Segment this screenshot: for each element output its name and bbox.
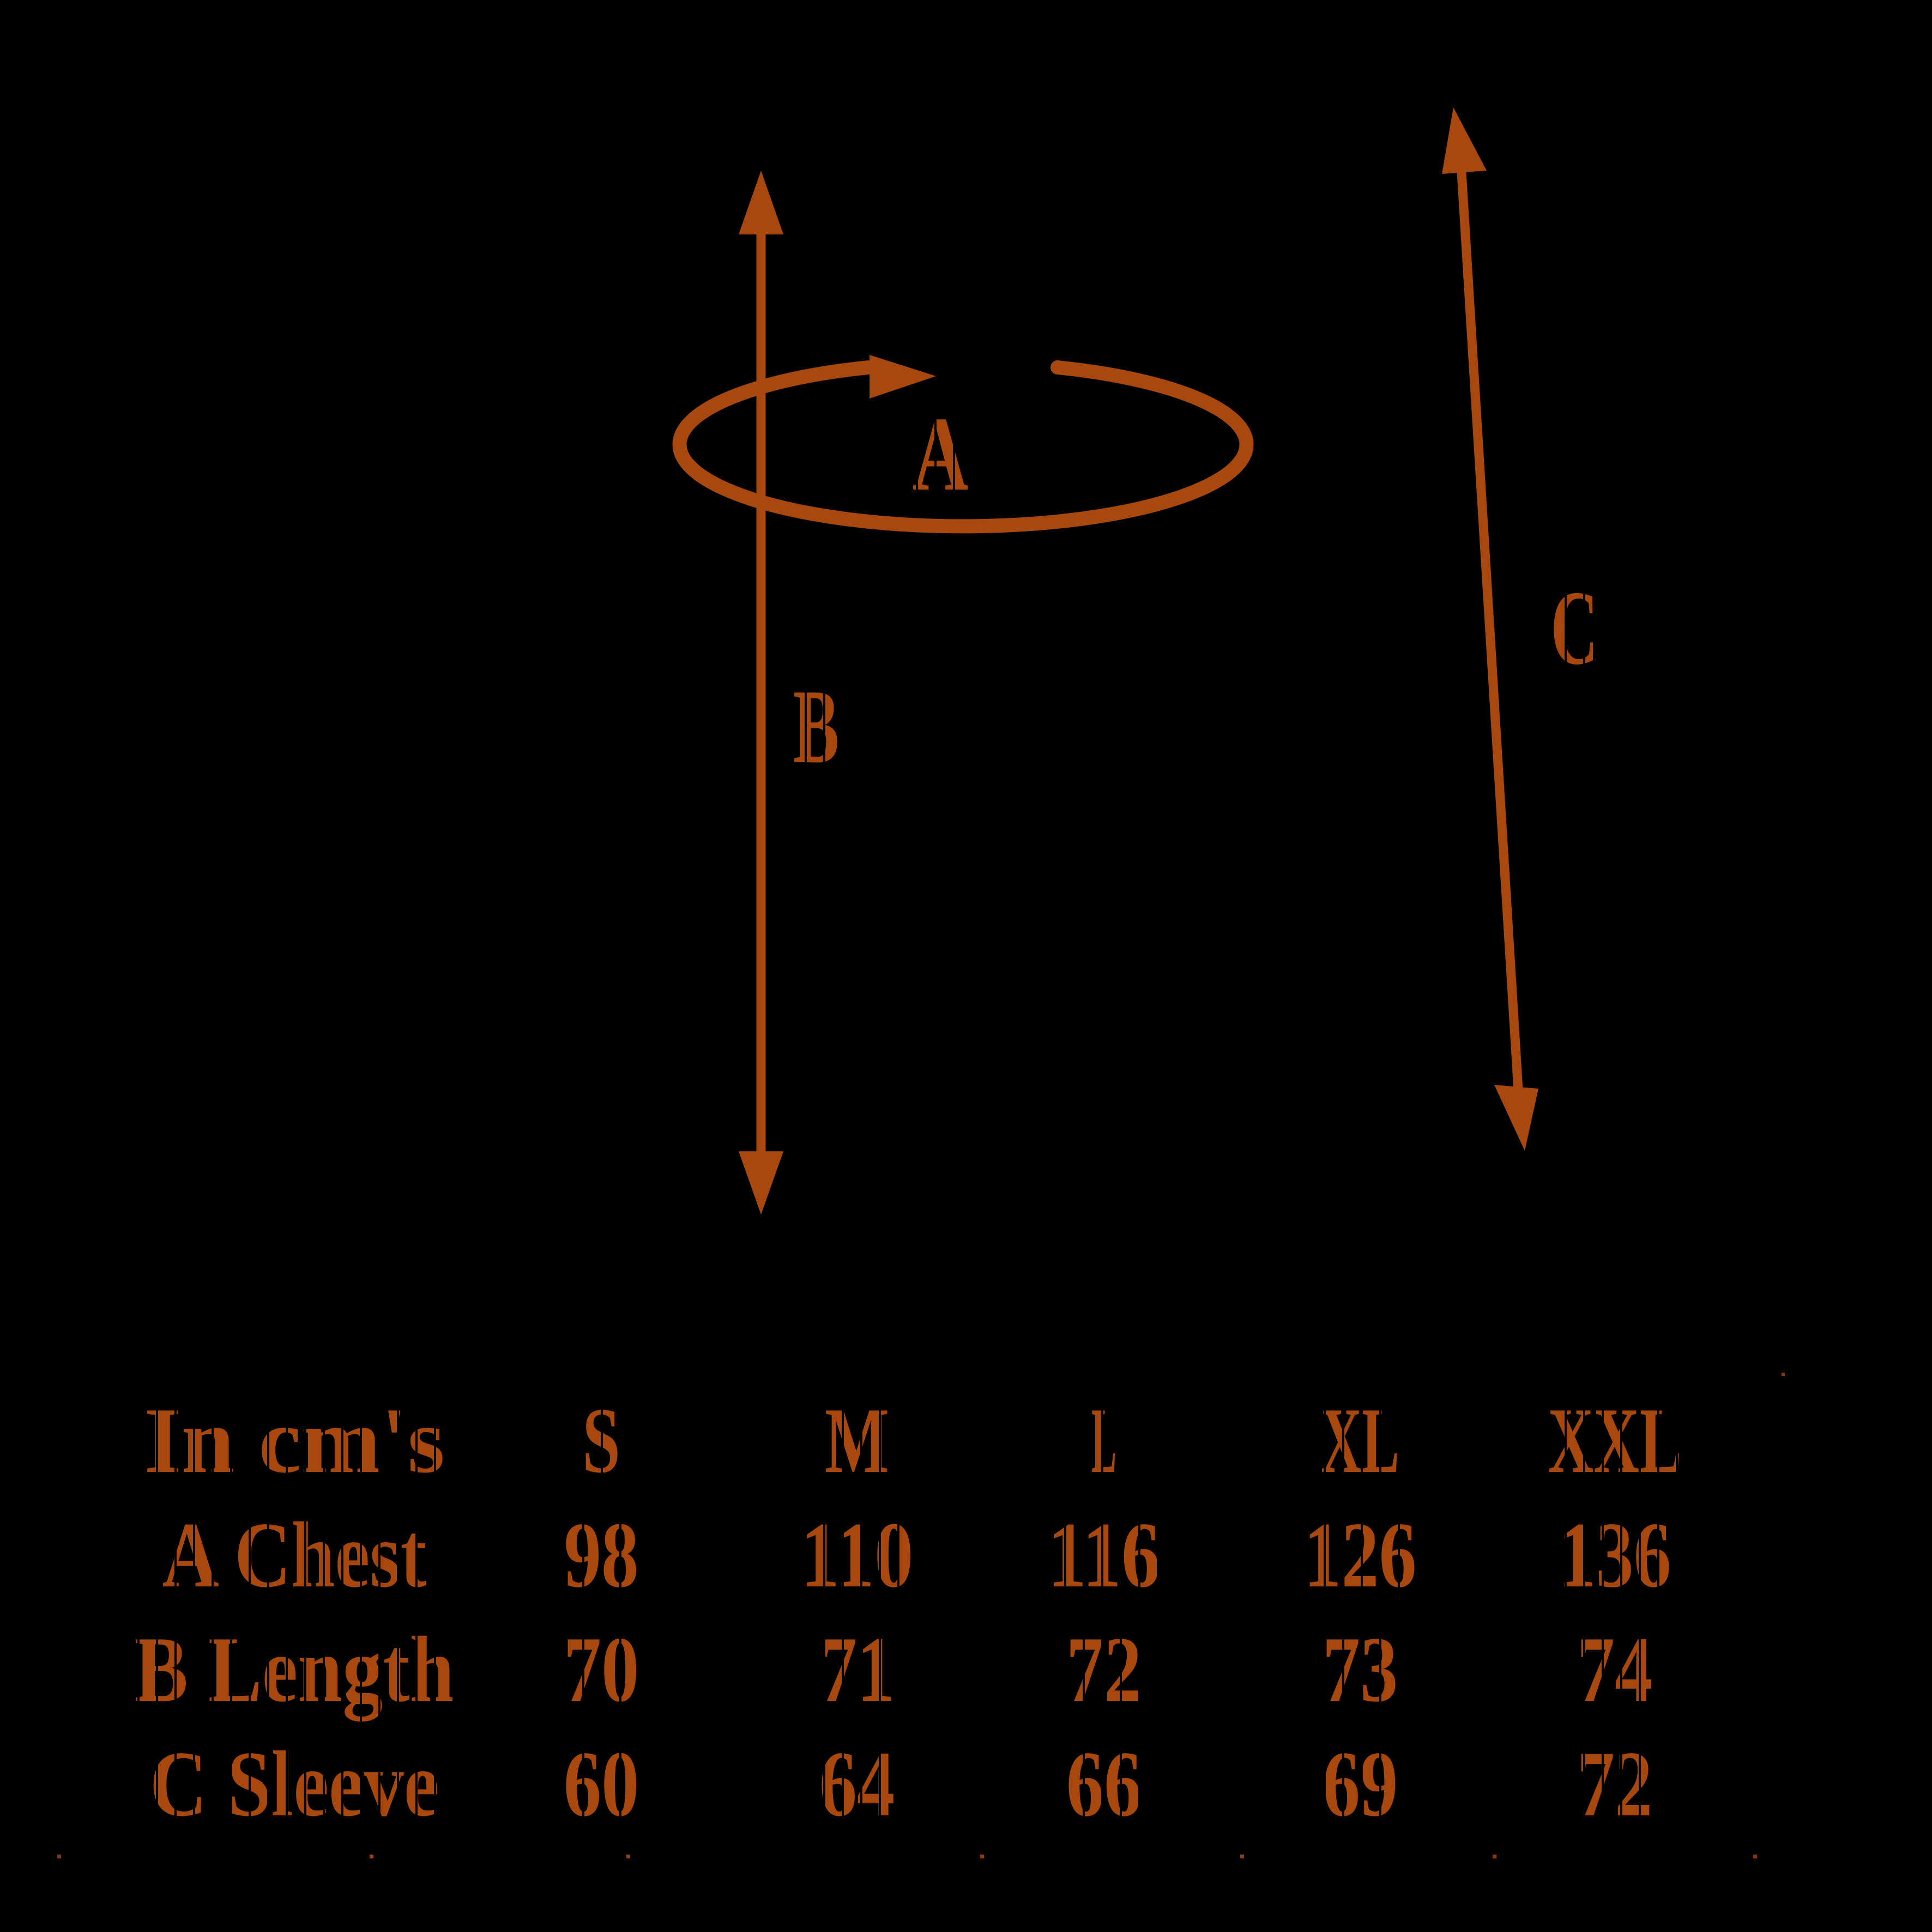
svg-text:110: 110 <box>801 1504 914 1607</box>
svg-text:70: 70 <box>564 1618 639 1722</box>
svg-text:C Sleeve: C Sleeve <box>150 1732 439 1836</box>
svg-text:71: 71 <box>819 1618 895 1722</box>
svg-text:A Chest: A Chest <box>162 1504 427 1607</box>
svg-text:M: M <box>825 1389 889 1493</box>
svg-text:60: 60 <box>564 1732 639 1836</box>
svg-text:B Length: B Length <box>135 1618 455 1722</box>
svg-text:126: 126 <box>1304 1504 1417 1607</box>
svg-text:XL: XL <box>1321 1389 1399 1493</box>
svg-text:L: L <box>1091 1389 1116 1493</box>
svg-text:69: 69 <box>1323 1732 1398 1836</box>
svg-text:64: 64 <box>819 1732 895 1836</box>
svg-text:74: 74 <box>1577 1618 1653 1722</box>
svg-text:XXL: XXL <box>1548 1389 1682 1493</box>
svg-text:In cm's: In cm's <box>144 1389 445 1493</box>
svg-text:66: 66 <box>1066 1732 1142 1836</box>
svg-text:S: S <box>582 1389 620 1493</box>
svg-text:72: 72 <box>1577 1732 1653 1836</box>
svg-text:72: 72 <box>1066 1618 1142 1722</box>
svg-text:98: 98 <box>564 1504 639 1607</box>
svg-text:B: B <box>793 668 840 786</box>
svg-text:136: 136 <box>1559 1504 1671 1607</box>
svg-text:C: C <box>1551 569 1598 687</box>
svg-text:A: A <box>913 395 969 513</box>
svg-text:73: 73 <box>1323 1618 1398 1722</box>
svg-text:116: 116 <box>1048 1504 1161 1607</box>
